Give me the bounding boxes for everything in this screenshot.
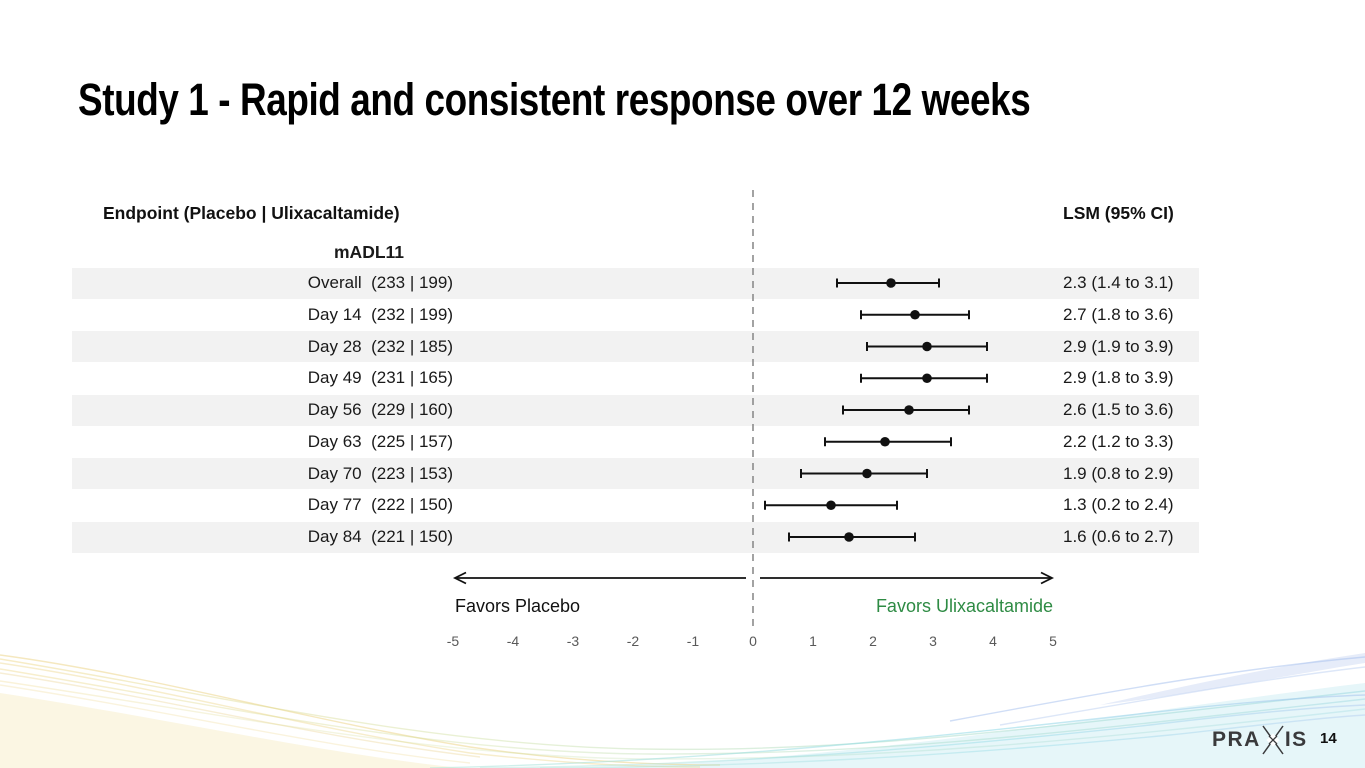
point-estimate-marker: [922, 341, 932, 352]
row-endpoint-label: Day 70 (223 | 153): [307, 463, 453, 483]
axis-tick-label: 2: [869, 633, 877, 649]
wave-strand: [539, 714, 1365, 768]
wave-fill-teal: [520, 683, 1365, 768]
point-estimate-marker: [880, 436, 890, 447]
row-lsm-value: 1.3 (0.2 to 2.4): [1063, 495, 1174, 515]
row-band: [72, 331, 1199, 362]
row-endpoint-label: Overall (233 | 199): [307, 273, 453, 292]
praxis-logo-text-left: PRA: [1212, 728, 1261, 751]
row-lsm-value: 2.3 (1.4 to 3.1): [1063, 273, 1174, 292]
page-number: 14: [1320, 730, 1337, 747]
axis-tick-label: 4: [989, 633, 997, 649]
point-estimate-marker: [886, 278, 896, 288]
row-lsm-value: 2.9 (1.9 to 3.9): [1063, 336, 1174, 356]
wave-strand: [949, 656, 1365, 722]
row-band: [72, 267, 1199, 299]
right-arrowhead-icon: [1040, 571, 1055, 585]
point-estimate-marker: [826, 500, 836, 511]
axis-tick-label: -2: [627, 633, 640, 649]
favors-placebo-label: Favors Placebo: [455, 596, 581, 616]
point-estimate-marker: [862, 468, 872, 479]
wave-strand: [0, 672, 481, 758]
row-endpoint-label: Day 28 (232 | 185): [307, 336, 453, 356]
wave-strand: [0, 684, 471, 764]
row-lsm-value: 2.7 (1.8 to 3.6): [1063, 304, 1174, 324]
row-lsm-value: 1.6 (0.6 to 2.7): [1063, 527, 1174, 546]
decorative-waves: [0, 653, 1365, 768]
row-lsm-value: 2.9 (1.8 to 3.9): [1063, 368, 1174, 388]
row-endpoint-label: Day 49 (231 | 165): [307, 368, 453, 388]
point-estimate-marker: [910, 309, 920, 320]
row-endpoint-label: Day 77 (222 | 150): [307, 495, 453, 515]
point-estimate-marker: [904, 405, 914, 415]
row-endpoint-label: Day 63 (225 | 157): [307, 431, 453, 451]
slide-title: Study 1 - Rapid and consistent response …: [78, 74, 1031, 125]
endpoint-group-label: mADL11: [334, 242, 405, 262]
wave-fill-blue: [1100, 653, 1365, 705]
row-endpoint-label: Day 84 (221 | 150): [307, 527, 453, 546]
wave-fill-yellow: [0, 693, 460, 768]
wave-strand: [0, 658, 1365, 751]
point-estimate-marker: [844, 532, 854, 542]
row-endpoint-label: Day 14 (232 | 199): [307, 304, 453, 324]
wave-strand: [0, 668, 1365, 755]
axis-tick-label: -5: [447, 633, 460, 649]
row-endpoint-label: Day 56 (229 | 160): [307, 400, 453, 419]
axis-tick-label: 1: [809, 633, 817, 649]
praxis-logo-x-icon: [1262, 725, 1284, 755]
axis-tick-label: 3: [929, 633, 937, 649]
row-band: [72, 394, 1199, 426]
praxis-logo-text-right: IS: [1284, 728, 1308, 751]
wave-strand: [999, 666, 1365, 726]
wave-strands: [0, 654, 1365, 768]
axis-tick-label: 5: [1049, 633, 1057, 649]
axis-tick-label: -3: [567, 633, 580, 649]
favors-ulixacaltamide-label: Favors Ulixacaltamide: [875, 596, 1053, 616]
axis-tick-label: 0: [749, 633, 757, 649]
axis-tick-label: -1: [687, 633, 700, 649]
left-arrowhead-icon: [452, 571, 467, 585]
lsm-column-header: LSM (95% CI): [1063, 203, 1174, 223]
wave-strand: [479, 704, 1365, 768]
point-estimate-marker: [922, 373, 932, 384]
axis-tick-label: -4: [507, 633, 520, 649]
endpoint-column-header: Endpoint (Placebo | Ulixacaltamide): [103, 203, 400, 223]
row-lsm-value: 1.9 (0.8 to 2.9): [1063, 463, 1174, 483]
row-band: [72, 458, 1199, 489]
row-lsm-value: 2.2 (1.2 to 3.3): [1063, 431, 1174, 451]
praxis-logo: PRA IS: [1212, 724, 1308, 756]
row-lsm-value: 2.6 (1.5 to 3.6): [1063, 400, 1174, 419]
wave-strand: [429, 694, 1365, 768]
row-band: [72, 521, 1199, 553]
